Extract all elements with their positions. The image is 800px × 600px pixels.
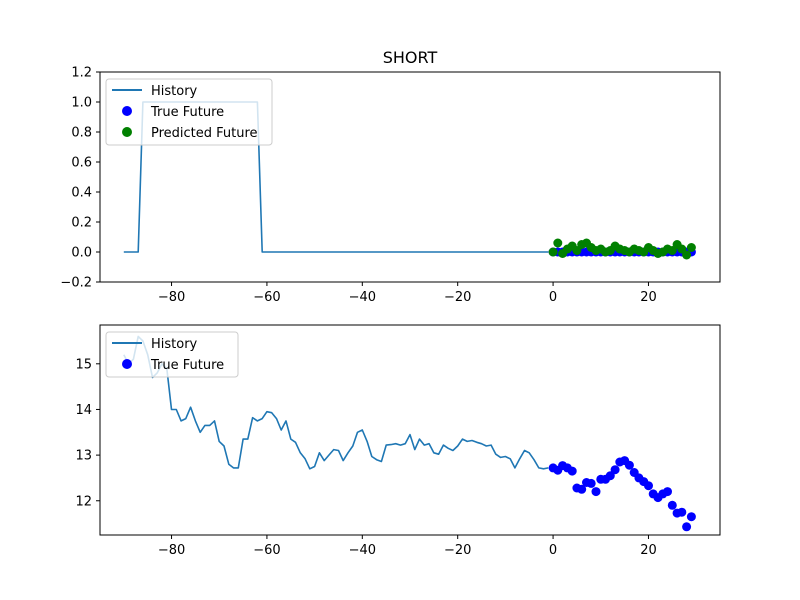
true-future-point — [663, 487, 672, 497]
legend-history-label: History — [151, 84, 198, 99]
legend-history-label: History — [151, 337, 198, 352]
predicted-future-point — [553, 238, 563, 248]
predicted-future-point — [682, 250, 692, 260]
subplot-short: SHORT −80 −60 −40 −20 0 20 −0.2 0.0 0.2 0.4 0.6 0.… — [60, 48, 721, 305]
y-tick-label: −0.2 — [60, 276, 92, 291]
subplot-bottom: −80 −60 −40 −20 0 20 12 13 14 15 History True Fu… — [75, 324, 721, 558]
true-future-point — [567, 466, 577, 476]
true-future-point — [577, 484, 587, 494]
y-tick-label: 0.4 — [71, 186, 92, 201]
legend-true-future-label: True Future — [150, 105, 224, 120]
x-tick-label: −40 — [349, 543, 376, 558]
true-future-point — [605, 471, 615, 481]
predicted-future-point — [667, 246, 677, 255]
x-tick-label: −80 — [158, 543, 185, 558]
series-history-line — [123, 335, 549, 470]
true-future-point — [677, 507, 687, 517]
x-tick-label: −40 — [349, 290, 376, 305]
true-future-point — [586, 478, 596, 488]
y-tick-label: 1.2 — [71, 66, 92, 81]
true-future-point — [667, 500, 677, 510]
chart-title: SHORT — [383, 48, 438, 67]
true-future-point — [686, 512, 696, 522]
true-future-point — [591, 487, 601, 497]
true-future-point — [644, 481, 653, 491]
y-tick-label: 14 — [75, 403, 92, 418]
legend: History True Future — [105, 331, 239, 378]
legend-true-future-marker — [122, 359, 132, 369]
legend-predicted-future-label: Predicted Future — [151, 126, 258, 141]
y-axis: 12 13 14 15 — [75, 357, 100, 509]
y-tick-label: 15 — [75, 357, 92, 372]
plot-area — [123, 335, 696, 532]
legend-true-future-label: True Future — [150, 358, 224, 373]
legend-box — [105, 78, 273, 146]
x-tick-label: 20 — [640, 543, 657, 558]
axes-frame — [99, 324, 721, 536]
true-future-point — [610, 465, 620, 475]
x-tick-label: −60 — [253, 290, 280, 305]
predicted-future-point — [548, 247, 558, 257]
predicted-future-point — [572, 246, 582, 255]
x-tick-label: −20 — [444, 290, 471, 305]
y-tick-label: 0.2 — [71, 216, 92, 231]
y-tick-label: 13 — [75, 449, 92, 464]
y-axis: −0.2 0.0 0.2 0.4 0.6 0.8 1.0 1.2 — [60, 66, 100, 291]
y-tick-label: 12 — [75, 494, 92, 509]
true-future-point — [682, 522, 692, 532]
predicted-future-point — [677, 244, 687, 254]
axes-frame — [99, 71, 721, 283]
true-future-point — [624, 460, 634, 470]
x-axis: −80 −60 −40 −20 0 20 — [158, 282, 657, 305]
x-tick-label: 20 — [640, 290, 657, 305]
y-tick-label: 0.0 — [71, 246, 92, 261]
legend-true-future-marker — [122, 106, 132, 116]
legend: History True Future Predicted Future — [105, 78, 273, 146]
x-tick-label: 0 — [549, 290, 557, 305]
x-tick-label: −80 — [158, 290, 185, 305]
x-tick-label: −20 — [444, 543, 471, 558]
x-tick-label: −60 — [253, 543, 280, 558]
x-axis: −80 −60 −40 −20 0 20 — [158, 535, 657, 558]
y-tick-label: 0.6 — [71, 156, 92, 171]
predicted-future-point — [686, 243, 696, 252]
y-tick-label: 0.8 — [71, 126, 92, 141]
x-tick-label: 0 — [549, 543, 557, 558]
legend-predicted-future-marker — [122, 127, 132, 137]
y-tick-label: 1.0 — [71, 96, 92, 111]
